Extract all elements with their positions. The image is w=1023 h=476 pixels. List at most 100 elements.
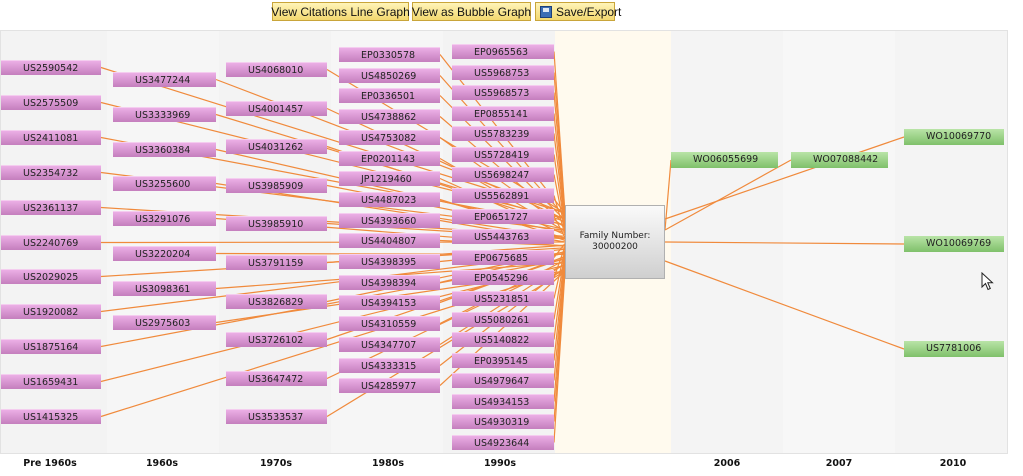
family-number-node[interactable]: Family Number: 30000200 [565, 205, 665, 279]
decade-label: 1970s [259, 458, 293, 469]
cited-patent-node[interactable]: US3647472 [226, 371, 327, 386]
decade-label: 1990s [483, 458, 517, 469]
toolbar: View Citations Line Graph View as Bubble… [0, 0, 1023, 26]
view-as-bubble-graph-button[interactable]: View as Bubble Graph [412, 2, 531, 21]
citing-patent-node[interactable]: US7781006 [904, 341, 1004, 357]
citing-patent-node[interactable]: WO06055699 [671, 152, 778, 168]
floppy-disk-icon [540, 5, 552, 18]
citation-link [553, 270, 566, 443]
cited-patent-node[interactable]: EP0855141 [452, 106, 554, 121]
citation-link [553, 246, 566, 278]
cited-patent-node[interactable]: US3726102 [226, 332, 327, 347]
cited-patent-node[interactable]: US5140822 [452, 332, 554, 347]
cited-patent-node[interactable]: US2354732 [1, 165, 101, 180]
cited-patent-node[interactable]: US4285977 [339, 378, 440, 393]
cited-patent-node[interactable]: US5443763 [452, 229, 554, 244]
cited-patent-node[interactable]: US1875164 [1, 339, 101, 354]
cited-patent-node[interactable]: US2575509 [1, 95, 101, 110]
cited-patent-node[interactable]: US2590542 [1, 60, 101, 75]
cited-patent-node[interactable]: JP1219460 [339, 171, 440, 186]
cited-patent-node[interactable]: US4031262 [226, 139, 327, 154]
cited-patent-node[interactable]: US3791159 [226, 255, 327, 270]
family-number-label: Family Number: [579, 231, 651, 241]
citation-link [553, 243, 566, 258]
decade-axis: Pre 1960s 1960s 1970s 1980s 1990s 2006 2007 201… [0, 454, 1023, 476]
cited-patent-node[interactable]: US3220204 [113, 246, 216, 261]
view-citations-line-graph-button[interactable]: View Citations Line Graph [271, 2, 410, 21]
cited-patent-node[interactable]: US4850269 [339, 68, 440, 83]
cited-patent-node[interactable]: US4487023 [339, 192, 440, 207]
cited-patent-node[interactable]: US3098361 [113, 281, 216, 296]
cited-patent-node[interactable]: EP0201143 [339, 151, 440, 166]
decade-label: Pre 1960s [23, 458, 77, 469]
cited-patent-node[interactable]: US4001457 [226, 101, 327, 116]
decade-label: 1980s [371, 458, 405, 469]
cited-patent-node[interactable]: US5728419 [452, 147, 554, 162]
cited-patent-node[interactable]: EP0395145 [452, 353, 554, 368]
cited-patent-node[interactable]: US2029025 [1, 269, 101, 284]
citation-link [664, 241, 905, 245]
cited-patent-node[interactable]: US2975603 [113, 315, 216, 330]
family-number-value: 30000200 [592, 242, 638, 252]
cited-patent-node[interactable]: EP0651727 [452, 209, 554, 224]
citing-patent-node[interactable]: WO10069770 [904, 129, 1004, 145]
cited-patent-node[interactable]: US4333315 [339, 358, 440, 373]
cited-patent-node[interactable]: EP0336501 [339, 88, 440, 103]
line-graph-button-label: View Citations Line Graph [271, 4, 410, 19]
cited-patent-node[interactable]: US3333969 [113, 107, 216, 122]
cited-patent-node[interactable]: US4398395 [339, 254, 440, 269]
cited-patent-node[interactable]: US5231851 [452, 291, 554, 306]
cited-patent-node[interactable]: US5698247 [452, 167, 554, 182]
cited-patent-node[interactable]: US5968573 [452, 85, 554, 100]
band-2007 [783, 31, 895, 453]
cited-patent-node[interactable]: US4753082 [339, 130, 440, 145]
citation-link [553, 195, 566, 235]
citing-patent-node[interactable]: WO10069769 [904, 236, 1004, 252]
cited-patent-node[interactable]: US5783239 [452, 126, 554, 141]
citation-link [553, 235, 566, 242]
cited-patent-node[interactable]: US4923644 [452, 435, 554, 450]
cited-patent-node[interactable]: US5968753 [452, 65, 554, 80]
save-export-button[interactable]: Save/Export [535, 2, 621, 21]
decade-label: 1960s [145, 458, 179, 469]
cited-patent-node[interactable]: US4934153 [452, 394, 554, 409]
citation-link [553, 174, 566, 232]
cited-patent-node[interactable]: EP0675685 [452, 250, 554, 265]
cited-patent-node[interactable]: US1920082 [1, 304, 101, 319]
cited-patent-node[interactable]: US3985909 [226, 178, 327, 193]
cited-patent-node[interactable]: US4068010 [226, 62, 327, 77]
cited-patent-node[interactable]: EP0330578 [339, 47, 440, 62]
citation-link [664, 260, 905, 350]
cited-patent-node[interactable]: US3360384 [113, 142, 216, 157]
cited-patent-node[interactable]: US5562891 [452, 188, 554, 203]
cited-patent-node[interactable]: EP0545296 [452, 270, 554, 285]
cited-patent-node[interactable]: US4310559 [339, 316, 440, 331]
citation-link [664, 159, 792, 231]
cited-patent-node[interactable]: US4347707 [339, 337, 440, 352]
cited-patent-node[interactable]: US3255600 [113, 176, 216, 191]
cited-patent-node[interactable]: US2361137 [1, 200, 101, 215]
cited-patent-node[interactable]: US4930319 [452, 414, 554, 429]
cited-patent-node[interactable]: US2240769 [1, 235, 101, 250]
cited-patent-node[interactable]: US4979647 [452, 373, 554, 388]
citing-patent-node[interactable]: WO07088442 [791, 152, 888, 168]
cited-patent-node[interactable]: US2411081 [1, 130, 101, 145]
cited-patent-node[interactable]: US4394153 [339, 295, 440, 310]
cited-patent-node[interactable]: US1659431 [1, 374, 101, 389]
cited-patent-node[interactable]: US1415325 [1, 409, 101, 424]
cited-patent-node[interactable]: US3985910 [226, 216, 327, 231]
decade-label: 2006 [713, 458, 741, 469]
cited-patent-node[interactable]: EP0965563 [452, 44, 554, 59]
citation-link [553, 252, 566, 320]
cited-patent-node[interactable]: US3477244 [113, 72, 216, 87]
cited-patent-node[interactable]: US5080261 [452, 312, 554, 327]
save-export-label: Save/Export [556, 4, 622, 19]
cited-patent-node[interactable]: US3826829 [226, 294, 327, 309]
cited-patent-node[interactable]: US3291076 [113, 211, 216, 226]
cited-patent-node[interactable]: US4393660 [339, 213, 440, 228]
cited-patent-node[interactable]: US4398394 [339, 275, 440, 290]
cited-patent-node[interactable]: US4404807 [339, 233, 440, 248]
cited-patent-node[interactable]: US3533537 [226, 409, 327, 424]
citation-link [553, 133, 566, 226]
cited-patent-node[interactable]: US4738862 [339, 109, 440, 124]
